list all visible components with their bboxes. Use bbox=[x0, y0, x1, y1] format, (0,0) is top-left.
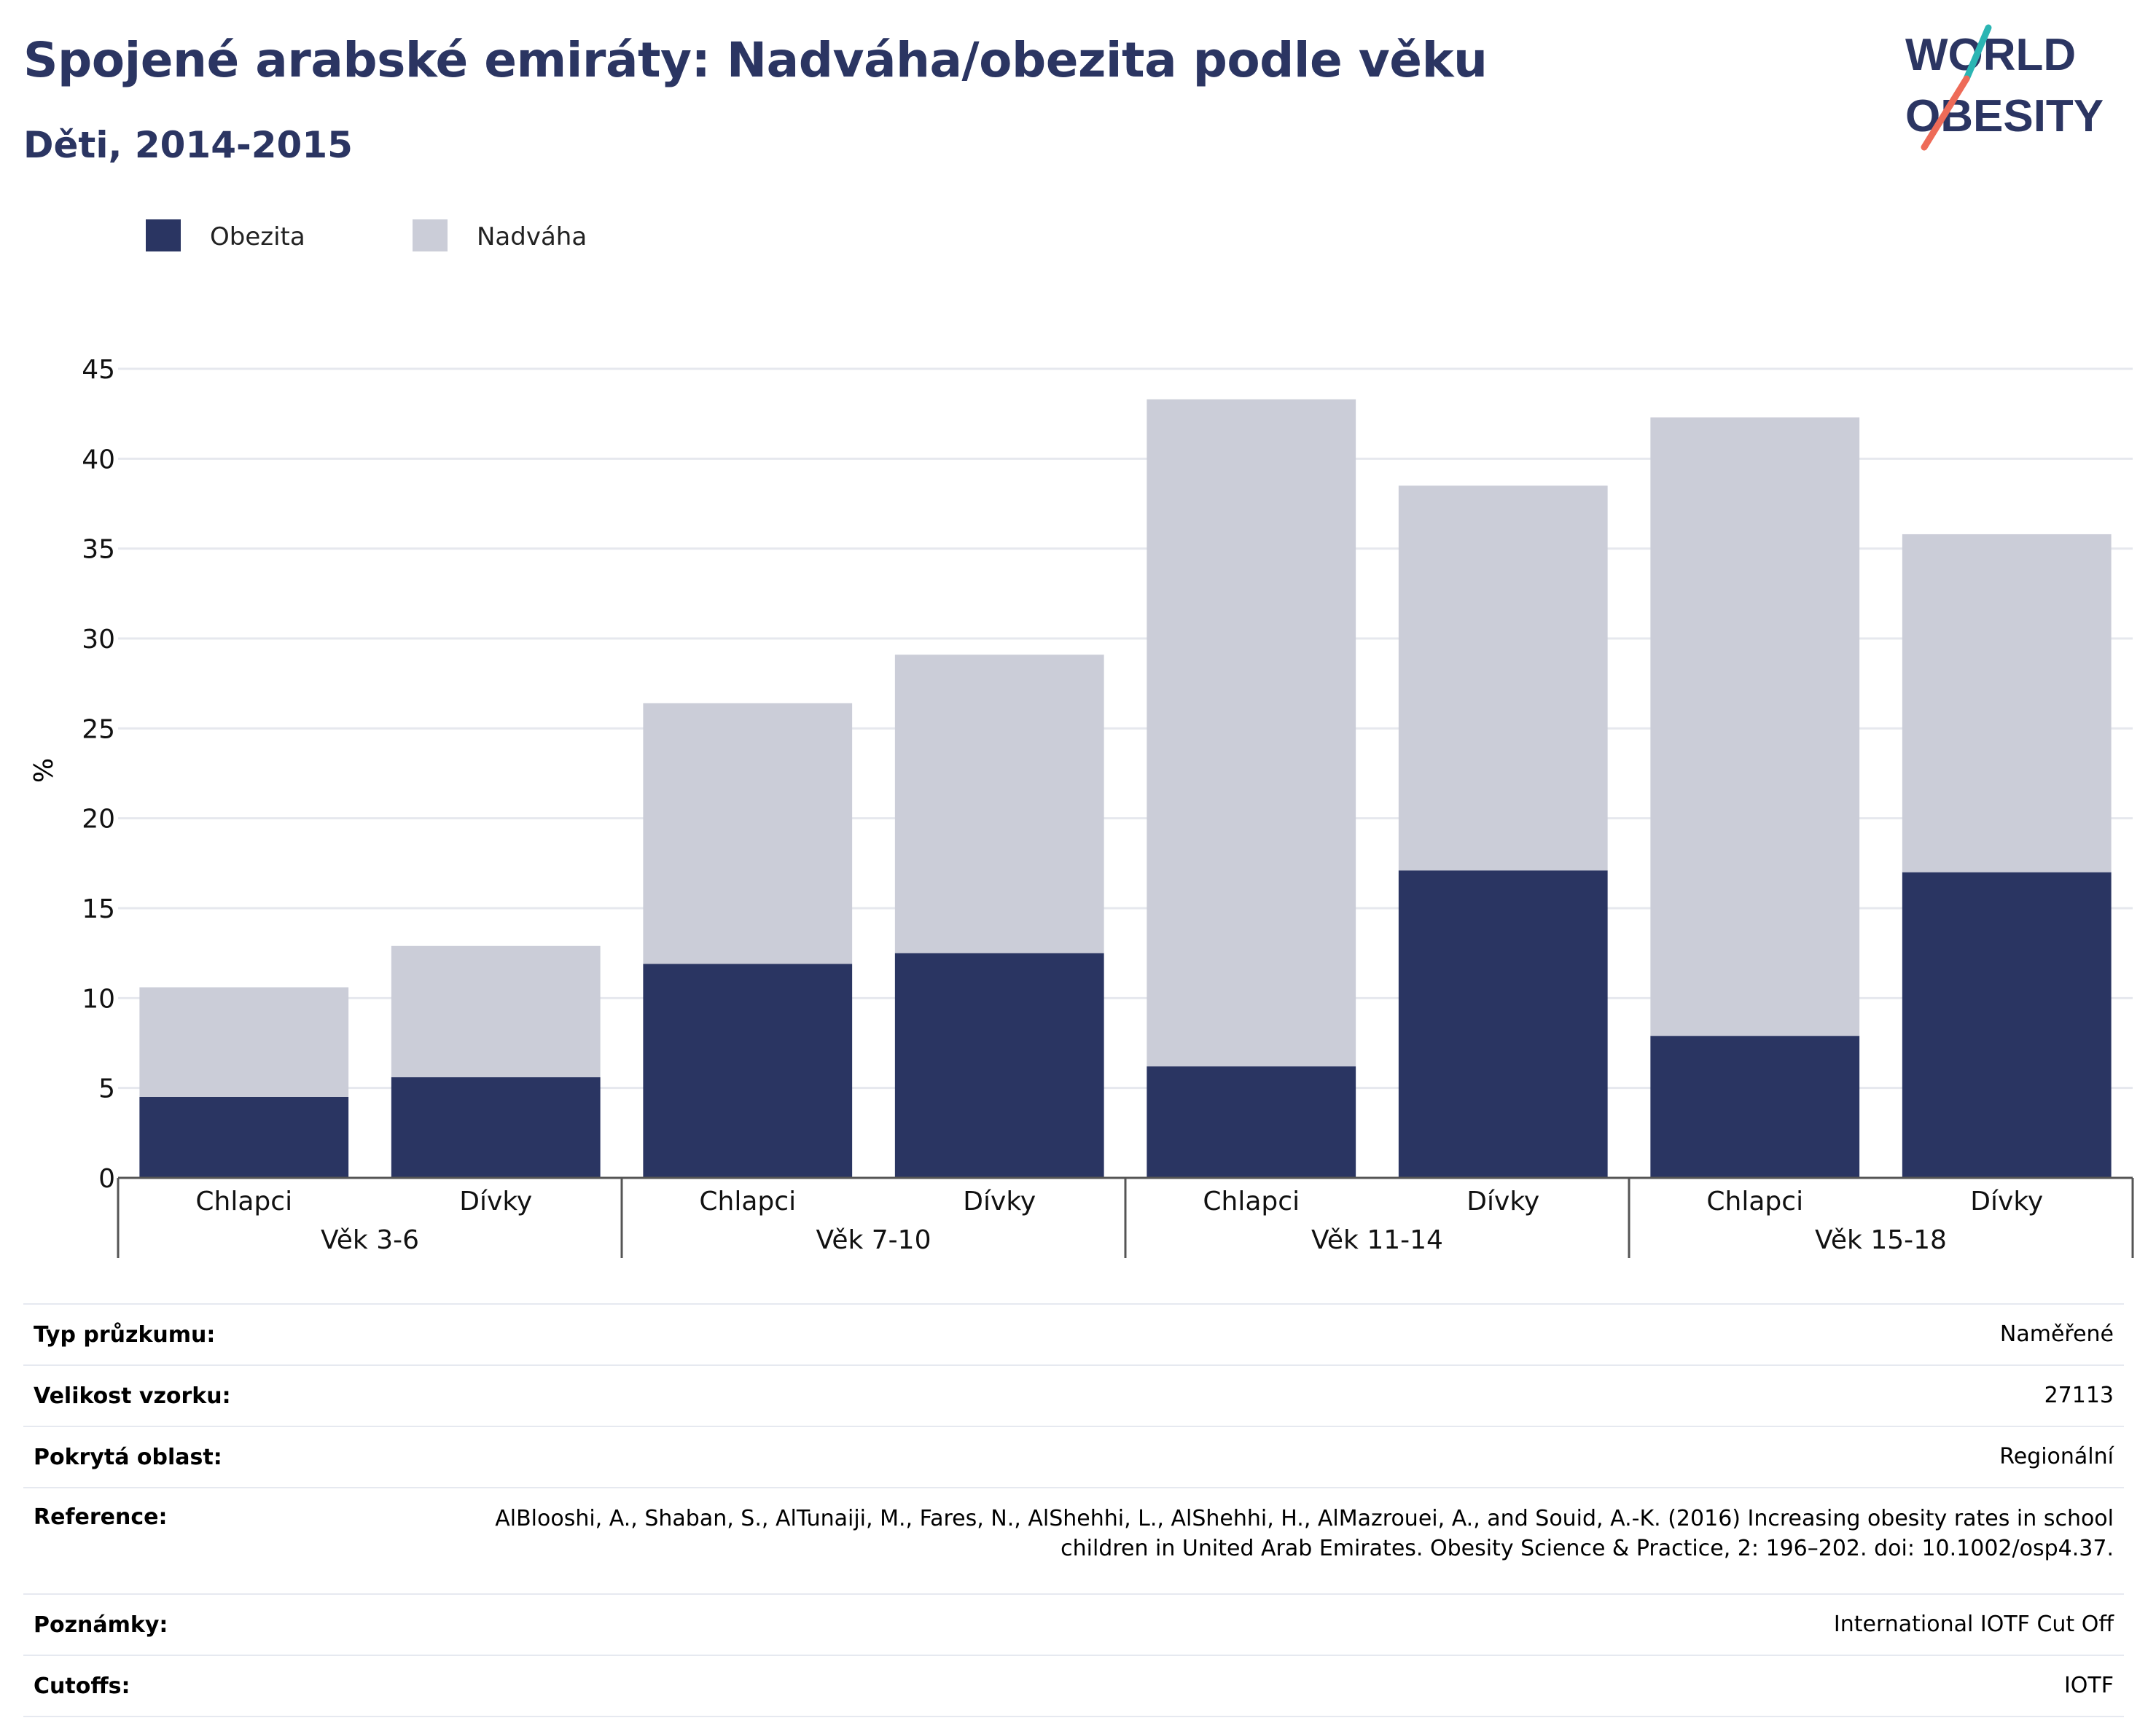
y-tick-label: 10 bbox=[82, 984, 115, 1014]
bar-obezita-4 bbox=[1147, 1066, 1356, 1178]
info-row: Velikost vzorku: 27113 bbox=[23, 1364, 2124, 1426]
x-tick-label: Dívky bbox=[963, 1187, 1036, 1216]
bar-obezita-6 bbox=[1650, 1036, 1860, 1178]
y-tick-label: 20 bbox=[82, 805, 115, 835]
info-label: Poznámky: bbox=[23, 1593, 471, 1655]
y-tick-label: 5 bbox=[98, 1074, 115, 1104]
y-tick-label: 30 bbox=[82, 625, 115, 655]
x-tick-label: Chlapci bbox=[195, 1187, 292, 1216]
bar-nadvaha-5 bbox=[1398, 485, 1608, 871]
y-tick-label: 35 bbox=[82, 535, 115, 565]
x-group-label: Věk 11-14 bbox=[1311, 1225, 1443, 1255]
stacked-bar-chart: Obezita Nadváha 0 5 10 15 20 25 30 35 40 45 Chlapc… bbox=[29, 219, 2134, 1258]
bar-nadvaha-0 bbox=[139, 987, 349, 1097]
info-label: Reference: bbox=[23, 1487, 471, 1594]
info-label: Cutoffs: bbox=[23, 1655, 471, 1717]
y-tick-label: 45 bbox=[82, 355, 115, 385]
info-value: AlBlooshi, A., Shaban, S., AlTunaiji, M.… bbox=[471, 1487, 2124, 1594]
bar-obezita-3 bbox=[894, 953, 1104, 1178]
bar-nadvaha-4 bbox=[1147, 399, 1356, 1067]
y-tick-label: 0 bbox=[98, 1164, 115, 1194]
logo-slash-top bbox=[1963, 24, 1992, 82]
logo-line-1: WORLD bbox=[1905, 30, 2076, 80]
x-group-label: Věk 3-6 bbox=[321, 1225, 419, 1255]
info-row: Cutoffs: IOTF bbox=[23, 1655, 2124, 1717]
x-tick-label: Dívky bbox=[1970, 1187, 2043, 1216]
y-tick-label: 15 bbox=[82, 894, 115, 924]
legend-swatch-0 bbox=[146, 219, 181, 251]
info-value: 27113 bbox=[471, 1364, 2124, 1426]
y-axis-ticks: 0 5 10 15 20 25 30 35 40 45 bbox=[82, 355, 115, 1194]
info-value: IOTF bbox=[471, 1655, 2124, 1717]
x-tick-label: Chlapci bbox=[1203, 1187, 1300, 1216]
bar-obezita-1 bbox=[391, 1077, 601, 1178]
info-value: Naměřené bbox=[471, 1303, 2124, 1365]
info-row: Typ průzkumu: Naměřené bbox=[23, 1303, 2124, 1365]
bar-obezita-2 bbox=[643, 964, 853, 1178]
y-axis-label: % bbox=[29, 758, 59, 783]
bar-obezita-5 bbox=[1398, 870, 1608, 1178]
info-value: Regionální bbox=[471, 1426, 2124, 1488]
bar-nadvaha-3 bbox=[894, 655, 1104, 953]
bar-nadvaha-6 bbox=[1650, 417, 1860, 1036]
x-group-label: Věk 7-10 bbox=[816, 1225, 931, 1255]
x-tick-label: Dívky bbox=[1466, 1187, 1539, 1216]
x-tick-label: Chlapci bbox=[1706, 1187, 1803, 1216]
bars bbox=[139, 399, 2112, 1178]
x-group-label: Věk 15-18 bbox=[1815, 1225, 1947, 1255]
survey-info-table: Typ průzkumu: Naměřené Velikost vzorku: 271… bbox=[23, 1303, 2124, 1717]
chart-title: Spojené arabské emiráty: Nadváha/obezita… bbox=[23, 32, 1488, 88]
info-value: International IOTF Cut Off bbox=[471, 1593, 2124, 1655]
chart-subtitle: Děti, 2014-2015 bbox=[23, 124, 353, 166]
legend-swatch-1 bbox=[413, 219, 448, 251]
x-tick-label: Chlapci bbox=[699, 1187, 796, 1216]
bar-obezita-7 bbox=[1902, 872, 2112, 1178]
bar-nadvaha-2 bbox=[643, 703, 853, 964]
info-label: Velikost vzorku: bbox=[23, 1364, 471, 1426]
y-tick-label: 25 bbox=[82, 714, 115, 744]
legend-label-0: Obezita bbox=[210, 222, 305, 251]
bar-obezita-0 bbox=[139, 1097, 349, 1178]
world-obesity-logo: WORLD OBESITY bbox=[1905, 24, 2104, 151]
bar-nadvaha-7 bbox=[1902, 534, 2112, 872]
info-row: Pokrytá oblast: Regionální bbox=[23, 1426, 2124, 1488]
logo-slash-bottom bbox=[1921, 75, 1970, 151]
info-label: Typ průzkumu: bbox=[23, 1303, 471, 1365]
x-tick-label: Dívky bbox=[459, 1187, 532, 1216]
x-axis-labels: Chlapci Dívky Chlapci Dívky Chlapci Dívky Chla… bbox=[195, 1187, 2043, 1255]
y-tick-label: 40 bbox=[82, 445, 115, 474]
info-row: Reference: AlBlooshi, A., Shaban, S., AlT… bbox=[23, 1487, 2124, 1594]
info-label: Pokrytá oblast: bbox=[23, 1426, 471, 1488]
chart-legend: Obezita Nadváha bbox=[146, 219, 587, 251]
logo-line-2: OBESITY bbox=[1905, 91, 2104, 141]
info-row: Poznámky: International IOTF Cut Off bbox=[23, 1593, 2124, 1655]
legend-label-1: Nadváha bbox=[477, 222, 587, 251]
bar-nadvaha-1 bbox=[391, 945, 601, 1077]
axes bbox=[117, 1176, 2134, 1258]
